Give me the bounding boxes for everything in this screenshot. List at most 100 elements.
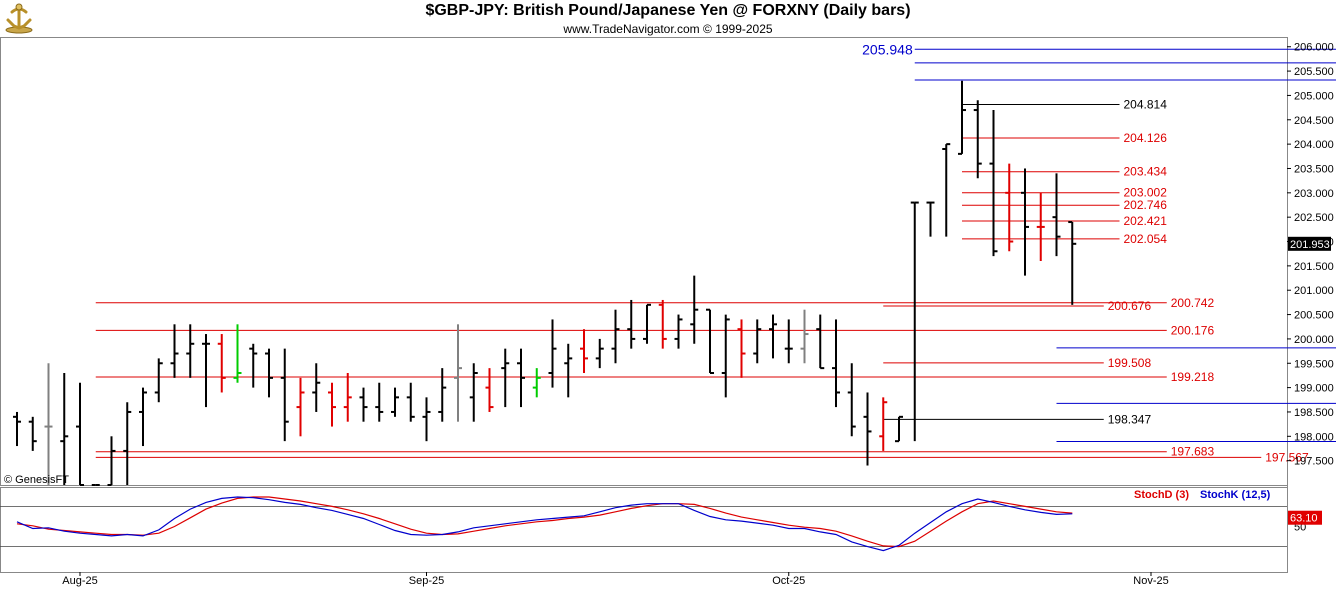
price-bar [139,387,147,447]
stoch-k-legend: StochK (12,5) [1200,489,1271,501]
price-bar [910,201,919,442]
stoch-k-line [16,496,1073,552]
level-label: 202.054 [1124,232,1168,246]
price-tick-label: 198.000 [1294,431,1334,443]
price-bar [674,314,683,349]
price-tick-label: 203.000 [1294,188,1334,200]
price-tick-label: 204.500 [1294,115,1334,127]
price-bar [107,436,116,486]
date-tick-label: Oct-25 [772,575,805,587]
price-tick-label: 200.500 [1294,310,1334,322]
stoch-value-label: 63.10 [1290,513,1318,525]
stoch-panel-frame [0,487,1288,573]
price-bar [548,319,557,388]
last-price-label: 201.953 [1290,239,1330,251]
price-bar [501,348,510,408]
price-bar [989,110,998,257]
price-bar [328,382,336,427]
level-label: 204.126 [1124,131,1168,145]
last-price-box [1288,236,1331,251]
price-bar [422,397,431,442]
price-bar [76,382,84,486]
price-bar [13,411,21,447]
price-bar [627,299,636,349]
date-tick-label: Nov-25 [1133,575,1168,587]
level-label: 199.218 [1171,370,1215,384]
price-bar [517,348,525,408]
price-bar [233,324,242,383]
price-bar [800,309,809,364]
price-bar [658,299,667,349]
price-bar [753,319,762,364]
price-bar [737,319,746,378]
genesis-logo-icon [5,3,33,34]
price-bar [595,338,604,369]
price-tick-label: 206.000 [1294,42,1334,54]
price-bar [265,348,273,398]
price-tick-label: 201.000 [1294,285,1334,297]
price-bar [769,314,777,359]
level-label: 200.176 [1171,323,1215,337]
price-bar [832,319,840,408]
price-tick-label: 204.000 [1294,139,1334,151]
price-bar [580,329,588,373]
price-bar [1021,168,1029,276]
price-bar [706,308,714,374]
price-bar [690,275,699,344]
price-tick-label: 198.500 [1294,407,1334,419]
level-label: 203.002 [1124,186,1168,200]
price-bar [816,314,825,370]
price-bar [564,343,573,398]
price-bar [170,324,179,378]
price-bar [643,303,651,344]
copyright-label: © GenesisFT [4,474,69,486]
price-bar [895,415,903,443]
price-bar [879,397,888,451]
axis-background [1288,37,1336,572]
level-label: 204.814 [1124,97,1168,111]
price-bar [154,358,163,403]
price-bar [454,324,462,422]
price-bar [359,387,368,422]
price-bar [1068,221,1077,305]
price-bar [438,368,447,422]
price-tick-label: 202.500 [1294,212,1334,224]
price-bar [217,334,226,393]
price-bar [123,402,132,485]
stoch-value-box [1288,510,1322,525]
price-tick-label: 199.500 [1294,358,1334,370]
price-tick-label: 199.000 [1294,383,1334,395]
price-bar [202,334,210,408]
price-bar [863,392,872,466]
price-bar [28,416,37,451]
price-bar [847,363,856,437]
price-bar [973,100,982,179]
price-bar [312,363,321,412]
price-tick-label: 201.500 [1294,261,1334,273]
level-label: 200.742 [1171,296,1215,310]
price-bar [1036,192,1045,261]
price-bar [186,324,195,378]
price-bar [942,143,951,237]
price-bar [721,314,730,398]
price-tick-label: 205.500 [1294,66,1334,78]
price-bar [249,343,258,388]
price-bar [485,368,494,412]
chart-subtitle: www.TradeNavigator.com © 1999-2025 [563,22,773,36]
level-label: 202.421 [1124,214,1168,228]
price-bar [469,363,478,422]
date-tick-label: Aug-25 [62,575,97,587]
level-label: 198.347 [1108,412,1152,426]
price-bar [343,373,352,422]
price-tick-label: 200.000 [1294,334,1334,346]
price-tick-label: 205.000 [1294,90,1334,102]
price-bar [784,319,793,364]
level-label: 203.434 [1124,165,1168,179]
level-label: 197.567 [1265,450,1309,464]
stoch-d-legend: StochD (3) [1134,489,1189,501]
price-bar [391,387,399,417]
date-tick-label: Sep-25 [409,575,444,587]
price-bar [60,373,69,485]
price-bar [611,309,620,364]
